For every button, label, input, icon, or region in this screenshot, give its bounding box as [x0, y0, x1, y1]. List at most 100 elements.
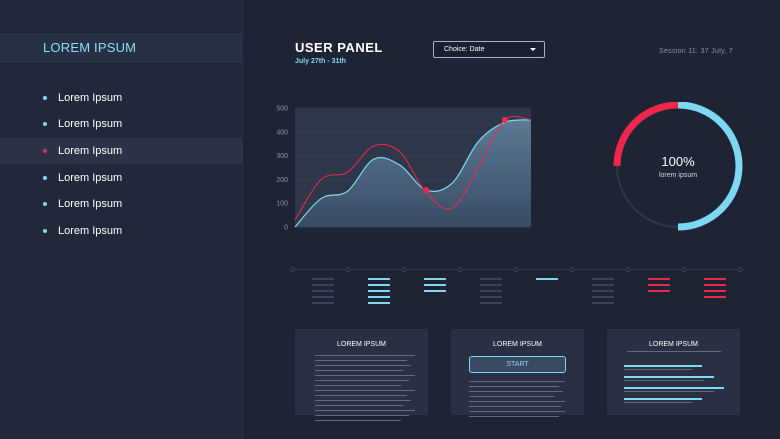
- y-tick-label: 500: [276, 106, 288, 113]
- equalizer-bar: [312, 302, 334, 304]
- card-title: LOREM IPSUM: [492, 341, 542, 348]
- equalizer-bar: [648, 284, 670, 286]
- text-line: [315, 355, 415, 356]
- equalizer-group[interactable]: [536, 278, 558, 284]
- slider-stop[interactable]: [290, 267, 295, 272]
- sidebar-item-label: Lorem Ipsum: [58, 172, 123, 184]
- data-point[interactable]: [501, 116, 508, 123]
- equalizer-group[interactable]: [312, 278, 334, 308]
- text-line: [315, 375, 415, 376]
- text-line: [315, 410, 415, 411]
- ring-arc-accent: [613, 102, 679, 167]
- equalizer-bar: [536, 278, 558, 280]
- equalizer-group[interactable]: [648, 278, 670, 296]
- slider-stop[interactable]: [570, 267, 575, 272]
- chevron-down-icon: [530, 48, 536, 51]
- sidebar-item-5[interactable]: Lorem Ipsum: [0, 191, 242, 217]
- sidebar-item-1[interactable]: Lorem Ipsum: [0, 85, 242, 111]
- sidebar-item-3[interactable]: Lorem Ipsum: [0, 138, 242, 164]
- slider-stop[interactable]: [458, 267, 463, 272]
- slider-stop[interactable]: [682, 267, 687, 272]
- progress-ring: [613, 102, 743, 231]
- bullet-icon: [43, 96, 47, 100]
- text-line: [315, 385, 401, 386]
- equalizer-bar: [592, 302, 614, 304]
- text-line: [315, 360, 407, 361]
- equalizer-bar: [480, 302, 502, 304]
- sidebar-item-label: Lorem Ipsum: [58, 92, 123, 104]
- equalizer-group[interactable]: [424, 278, 446, 296]
- equalizer-bar: [592, 284, 614, 286]
- info-card-progress: LOREM IPSUM: [607, 329, 740, 415]
- slider-stop[interactable]: [514, 267, 519, 272]
- text-line: [627, 351, 721, 352]
- text-line: [624, 380, 704, 381]
- y-tick-label: 200: [276, 177, 288, 184]
- equalizer-bar: [704, 290, 726, 292]
- text-line: [315, 380, 409, 381]
- equalizer-bar: [480, 290, 502, 292]
- date-range: July 27th - 31th: [295, 58, 346, 65]
- text-line: [624, 369, 692, 370]
- start-button[interactable]: START: [469, 356, 566, 373]
- equalizer-group[interactable]: [368, 278, 390, 308]
- equalizer-bar: [480, 296, 502, 298]
- sidebar-item-label: Lorem Ipsum: [58, 118, 123, 130]
- data-point[interactable]: [423, 187, 430, 194]
- text-line: [315, 405, 403, 406]
- sidebar-item-4[interactable]: Lorem Ipsum: [0, 165, 242, 191]
- sidebar-item-label: Lorem Ipsum: [58, 145, 123, 157]
- equalizer-bar: [424, 284, 446, 286]
- text-line: [315, 395, 407, 396]
- equalizer-bar: [368, 284, 390, 286]
- slider-stop[interactable]: [626, 267, 631, 272]
- area-chart: 0 100 200 300 400 500: [276, 106, 532, 232]
- equalizer-group[interactable]: [480, 278, 502, 308]
- equalizer-bar: [480, 278, 502, 280]
- slider-stop[interactable]: [346, 267, 351, 272]
- text-line: [624, 391, 714, 392]
- sidebar-item-6[interactable]: Lorem Ipsum: [0, 218, 242, 244]
- bullet-icon: [43, 229, 47, 233]
- sidebar-item-2[interactable]: Lorem Ipsum: [0, 111, 242, 137]
- ring-label: lorem ipsum: [658, 172, 698, 179]
- sidebar: [0, 0, 243, 439]
- progress-line: [624, 376, 714, 378]
- text-line: [469, 411, 565, 412]
- slider-stop[interactable]: [738, 267, 743, 272]
- series-line: [294, 115, 532, 221]
- card-title: LOREM IPSUM: [648, 341, 698, 348]
- page-title: USER PANEL: [295, 40, 383, 55]
- date-select-value: Choice: Date: [444, 46, 485, 53]
- equalizer-bar: [312, 278, 334, 280]
- equalizer-bar: [368, 302, 390, 304]
- equalizer-bar: [704, 284, 726, 286]
- ring-arc-main: [677, 102, 743, 231]
- series-area-line: [294, 119, 532, 228]
- text-line: [469, 386, 559, 387]
- equalizer-bar: [368, 296, 390, 298]
- equalizer-bar: [704, 278, 726, 280]
- y-tick-label: 0: [284, 225, 288, 232]
- ring-percent: 100%: [661, 154, 695, 169]
- equalizer-bar: [368, 278, 390, 280]
- sidebar-title: LOREM IPSUM: [43, 40, 137, 55]
- y-tick-label: 300: [276, 153, 288, 160]
- equalizer-group[interactable]: [704, 278, 726, 302]
- sidebar-item-label: Lorem Ipsum: [58, 198, 123, 210]
- text-line: [315, 415, 409, 416]
- text-line: [624, 402, 692, 403]
- text-line: [469, 391, 563, 392]
- equalizer-bar: [424, 290, 446, 292]
- date-select[interactable]: Choice: Date: [433, 41, 545, 58]
- equalizer-group[interactable]: [592, 278, 614, 308]
- text-line: [315, 390, 415, 391]
- session-info: Session 11: 37 July, 7: [659, 48, 734, 55]
- card-title: LOREM IPSUM: [336, 341, 386, 348]
- equalizer-bar: [648, 290, 670, 292]
- text-line: [469, 401, 565, 402]
- text-line: [315, 420, 401, 421]
- text-line: [315, 400, 411, 401]
- slider-stop[interactable]: [402, 267, 407, 272]
- text-line: [469, 416, 559, 417]
